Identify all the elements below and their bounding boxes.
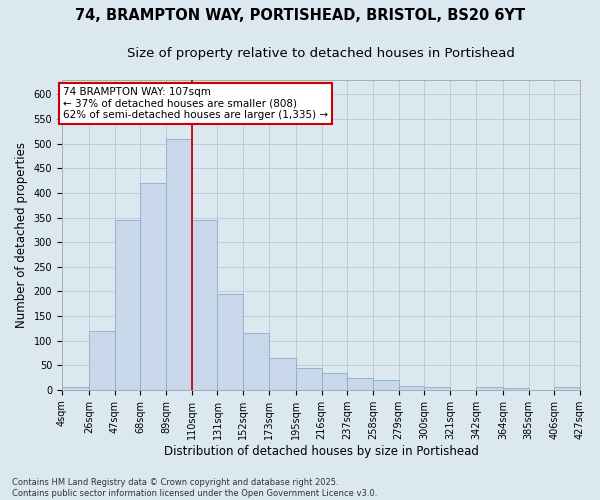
Bar: [476, 388, 503, 390]
Bar: [217, 294, 243, 390]
Bar: [296, 368, 322, 390]
Text: Contains HM Land Registry data © Crown copyright and database right 2025.
Contai: Contains HM Land Registry data © Crown c…: [12, 478, 377, 498]
X-axis label: Distribution of detached houses by size in Portishead: Distribution of detached houses by size …: [164, 444, 478, 458]
Y-axis label: Number of detached properties: Number of detached properties: [15, 142, 28, 328]
Bar: [62, 388, 89, 390]
Bar: [424, 388, 450, 390]
Text: 74 BRAMPTON WAY: 107sqm
← 37% of detached houses are smaller (808)
62% of semi-d: 74 BRAMPTON WAY: 107sqm ← 37% of detache…: [63, 87, 328, 120]
Bar: [115, 220, 140, 390]
Bar: [166, 139, 192, 390]
Bar: [269, 358, 296, 390]
Bar: [192, 220, 217, 390]
Text: 74, BRAMPTON WAY, PORTISHEAD, BRISTOL, BS20 6YT: 74, BRAMPTON WAY, PORTISHEAD, BRISTOL, B…: [75, 8, 525, 22]
Bar: [554, 388, 580, 390]
Bar: [399, 386, 424, 390]
Bar: [373, 380, 399, 390]
Bar: [140, 183, 166, 390]
Bar: [243, 333, 269, 390]
Bar: [322, 372, 347, 390]
Title: Size of property relative to detached houses in Portishead: Size of property relative to detached ho…: [127, 48, 515, 60]
Bar: [503, 388, 529, 390]
Bar: [347, 378, 373, 390]
Bar: [89, 331, 115, 390]
